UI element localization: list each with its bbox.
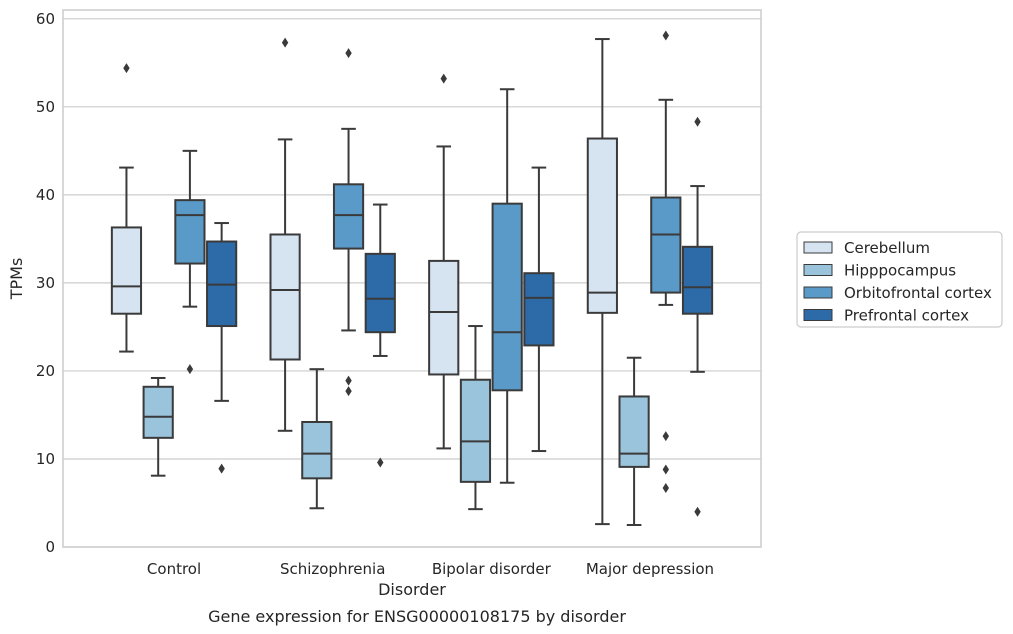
outlier-point	[440, 73, 447, 84]
outlier-point	[345, 48, 352, 59]
box	[491, 202, 523, 392]
y-tick-label: 30	[36, 274, 55, 292]
legend-label: Prefrontal cortex	[844, 307, 969, 325]
box-group	[364, 203, 396, 468]
box-group	[523, 166, 555, 453]
box-group	[332, 48, 365, 397]
outlier-point	[345, 375, 352, 386]
box-group	[459, 325, 492, 511]
box	[428, 259, 460, 376]
outlier-point	[662, 483, 670, 494]
x-tick-label: Bipolar disorder	[432, 560, 552, 578]
x-tick-label: Major depression	[586, 560, 714, 578]
box-group	[650, 30, 682, 494]
y-tick-label: 0	[45, 538, 55, 556]
box-group	[681, 116, 714, 517]
legend-label: Cerebellum	[844, 239, 930, 257]
box-group	[110, 63, 143, 353]
outlier-point	[218, 463, 225, 474]
box	[681, 245, 714, 315]
x-tick-label: Control	[147, 560, 201, 578]
box-group	[269, 37, 301, 432]
outlier-point	[123, 63, 130, 74]
box	[174, 199, 206, 265]
box-group	[301, 368, 333, 510]
grid-lines	[63, 18, 761, 548]
y-tick-label: 10	[36, 450, 55, 468]
outlier-point	[345, 386, 352, 397]
chart-title: Gene expression for ENSG00000108175 by d…	[208, 607, 626, 626]
tick-labels: 0 10 20 30 40 50 60 Control Schizophrenia Bipolar…	[36, 10, 714, 578]
box	[332, 183, 365, 250]
box	[523, 272, 555, 347]
box	[586, 137, 618, 314]
y-axis-label: TPMs	[7, 258, 26, 301]
box-group	[428, 73, 460, 450]
box-group	[491, 88, 523, 484]
legend-swatch	[803, 286, 833, 299]
box	[301, 420, 333, 480]
y-tick-label: 60	[36, 10, 55, 28]
outlier-point	[662, 30, 670, 41]
box	[618, 395, 650, 468]
outlier-point	[377, 457, 384, 468]
box	[364, 252, 396, 334]
legend-label: Orbitofrontal cortex	[844, 284, 992, 302]
outlier-point	[186, 364, 194, 375]
box-group	[174, 149, 206, 375]
legend-label: Hipppocampus	[844, 262, 956, 280]
outlier-point	[662, 431, 670, 442]
legend-frame	[796, 231, 1003, 328]
outlier-point	[694, 506, 701, 517]
x-axis-label: Disorder	[378, 580, 446, 599]
y-tick-label: 50	[36, 98, 55, 116]
box	[650, 196, 682, 294]
box	[459, 378, 492, 483]
box	[110, 226, 143, 315]
legend: Cerebellum Hipppocampus Orbitofrontal cort…	[796, 231, 1003, 328]
box-layer	[110, 30, 714, 526]
box-group	[618, 356, 650, 526]
y-tick-label: 40	[36, 186, 55, 204]
box	[142, 385, 174, 439]
box-group	[206, 222, 238, 474]
box	[269, 233, 301, 361]
outlier-point	[281, 37, 289, 48]
plot-frame	[62, 9, 762, 548]
legend-swatch	[803, 241, 833, 254]
box-group	[142, 376, 174, 477]
outlier-point	[662, 464, 670, 475]
x-tick-label: Schizophrenia	[280, 560, 385, 578]
outlier-point	[694, 116, 701, 127]
legend-swatch	[803, 264, 833, 276]
y-tick-label: 20	[36, 362, 55, 380]
box-group	[586, 38, 618, 526]
legend-swatch	[803, 309, 833, 321]
